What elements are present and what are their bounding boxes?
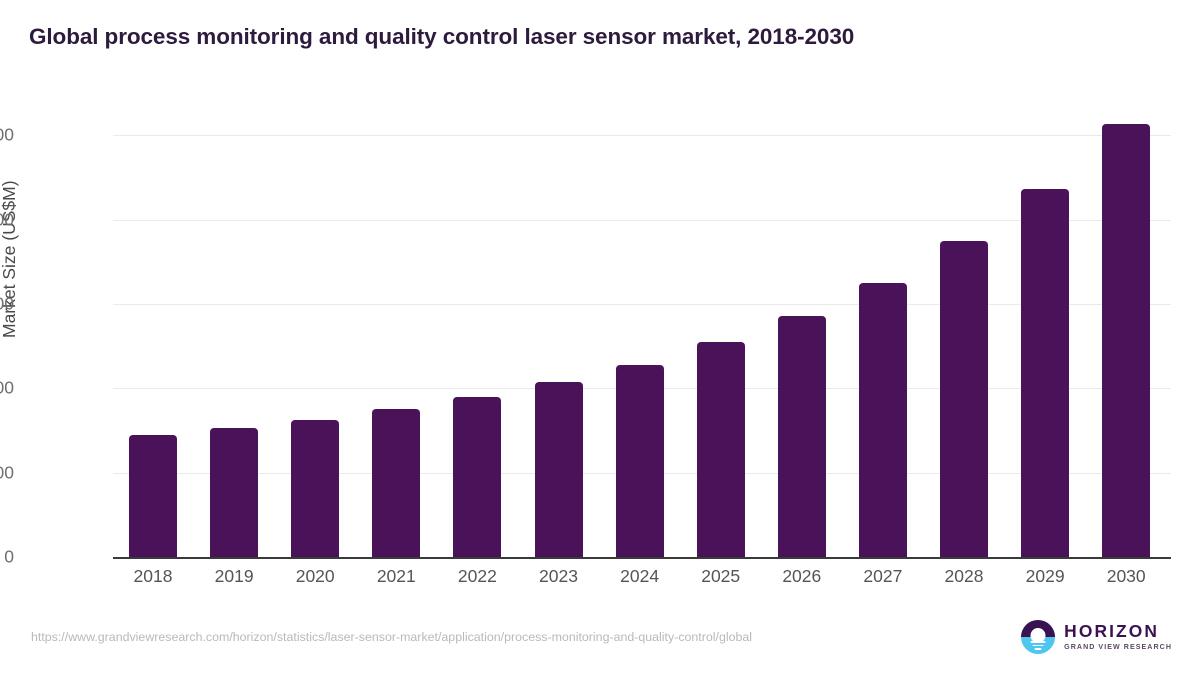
- plot-area: [113, 110, 1171, 557]
- logo-text-block: HORIZON GRAND VIEW RESEARCH: [1064, 621, 1172, 651]
- bar[interactable]: [210, 427, 259, 557]
- bar[interactable]: [858, 282, 907, 557]
- horizon-logo: HORIZON GRAND VIEW RESEARCH: [1021, 620, 1172, 654]
- y-axis-tick-label: 400: [0, 209, 14, 230]
- y-axis-tick-label: 300: [0, 293, 14, 314]
- x-axis-tick-label: 2029: [1025, 566, 1065, 586]
- bar[interactable]: [453, 396, 502, 557]
- bar[interactable]: [129, 434, 177, 557]
- x-axis-tick-label: 2021: [376, 566, 416, 586]
- source-url[interactable]: https://www.grandviewresearch.com/horizo…: [31, 630, 753, 644]
- logo-ray-2: [1032, 644, 1044, 647]
- horizon-sun-icon: [1021, 620, 1056, 654]
- logo-sun-shape: [1030, 627, 1046, 643]
- logo-ray-3: [1034, 648, 1042, 650]
- gridline: [113, 303, 1171, 305]
- y-axis-tick-label: 500: [0, 124, 14, 145]
- bar[interactable]: [534, 381, 583, 557]
- x-axis-tick-label: 2024: [620, 566, 660, 586]
- bar[interactable]: [1102, 124, 1151, 557]
- x-axis-line: [113, 557, 1171, 559]
- x-axis-tick-label: 2028: [944, 566, 984, 586]
- bar[interactable]: [696, 341, 745, 557]
- logo-wordmark: HORIZON: [1064, 621, 1160, 642]
- y-axis-tick-label: 200: [0, 377, 14, 398]
- x-axis-tick-label: 2027: [863, 566, 903, 586]
- y-axis-tick-label: 100: [0, 462, 14, 483]
- x-axis-tick-label: 2023: [539, 566, 578, 586]
- x-axis-tick-label: 2020: [295, 566, 335, 586]
- x-axis-tick-label: 2018: [133, 566, 173, 586]
- bar[interactable]: [615, 364, 664, 557]
- gridline: [113, 135, 1171, 137]
- bar[interactable]: [1021, 189, 1070, 557]
- x-axis-tick-label: 2022: [457, 566, 497, 586]
- x-axis-tick-label: 2019: [214, 566, 254, 586]
- bar[interactable]: [291, 420, 340, 557]
- bar[interactable]: [940, 240, 988, 557]
- y-axis-tick-label: 0: [4, 546, 14, 567]
- x-axis-tick-label: 2025: [701, 566, 741, 586]
- x-axis-tick-label: 2030: [1106, 566, 1146, 586]
- bar[interactable]: [372, 409, 421, 557]
- page-title: Global process monitoring and quality co…: [29, 24, 855, 49]
- gridline: [113, 219, 1171, 221]
- x-axis-tick-label: 2026: [782, 566, 822, 586]
- logo-tagline: GRAND VIEW RESEARCH: [1064, 642, 1172, 651]
- logo-ray-1: [1030, 641, 1046, 643]
- bar[interactable]: [777, 315, 826, 557]
